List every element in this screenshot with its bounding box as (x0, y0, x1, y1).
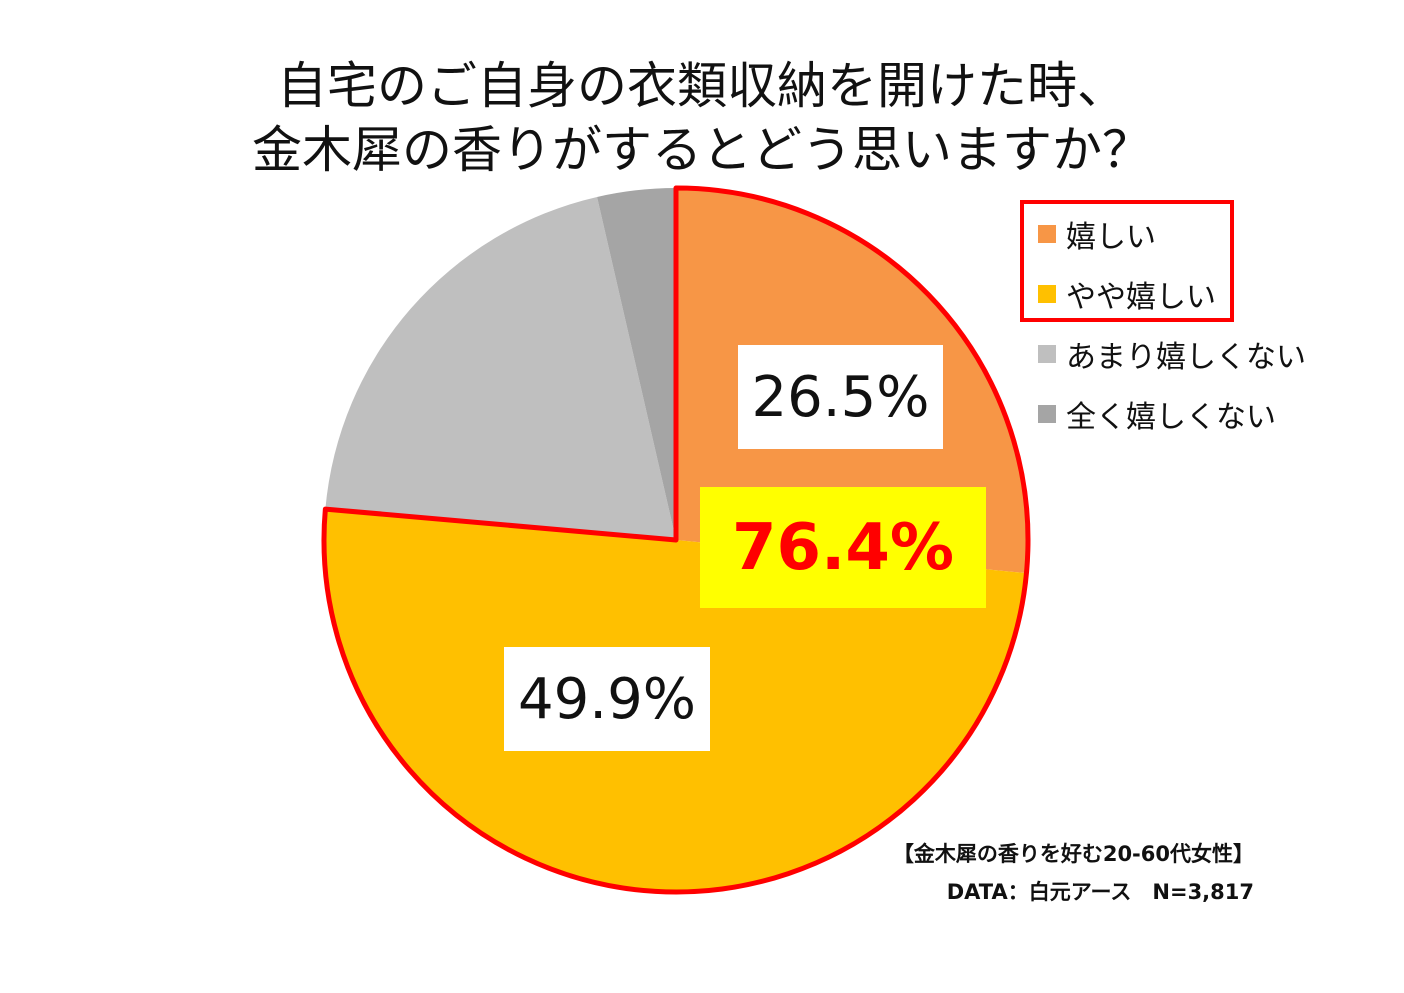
legend-item-mattaku: 全く嬉しくない (1038, 394, 1276, 435)
sample-note: 【金木犀の香りを好む20-60代女性】 (892, 842, 1254, 866)
pie-slice-2 (325, 196, 676, 540)
combined-percentage-label: 76.4% (700, 487, 986, 608)
pie-slice-3 (597, 188, 676, 540)
data-source-note: DATA：白元アース N=3,817 (946, 880, 1254, 904)
legend-label-ureshii: 嬉しい (1066, 220, 1156, 255)
legend-label-yaya-ureshii: やや嬉しい (1066, 280, 1216, 315)
legend-swatch-yaya-ureshii (1038, 285, 1056, 303)
legend-swatch-ureshii (1038, 225, 1056, 243)
chart-title-line-1: 自宅のご自身の衣類収納を開けた時、 (277, 57, 1127, 115)
legend-item-yaya-ureshii: やや嬉しい (1038, 274, 1216, 315)
highlight-outline (321, 185, 1031, 895)
legend-item-ureshii: 嬉しい (1038, 214, 1156, 255)
data-label-ureshii: 26.5% (738, 345, 943, 449)
legend-swatch-mattaku (1038, 405, 1056, 423)
legend-highlight-box (1020, 200, 1234, 322)
data-label-yaya-ureshii: 49.9% (504, 647, 710, 751)
legend-label-mattaku: 全く嬉しくない (1066, 400, 1276, 435)
chart-title-line-2: 金木犀の香りがするとどう思いますか？ (252, 121, 1152, 179)
legend-item-amari: あまり嬉しくない (1038, 334, 1306, 375)
chart-title: 自宅のご自身の衣類収納を開けた時、 金木犀の香りがするとどう思いますか？ (0, 54, 1404, 182)
legend-swatch-amari (1038, 345, 1056, 363)
legend-label-amari: あまり嬉しくない (1066, 340, 1306, 375)
